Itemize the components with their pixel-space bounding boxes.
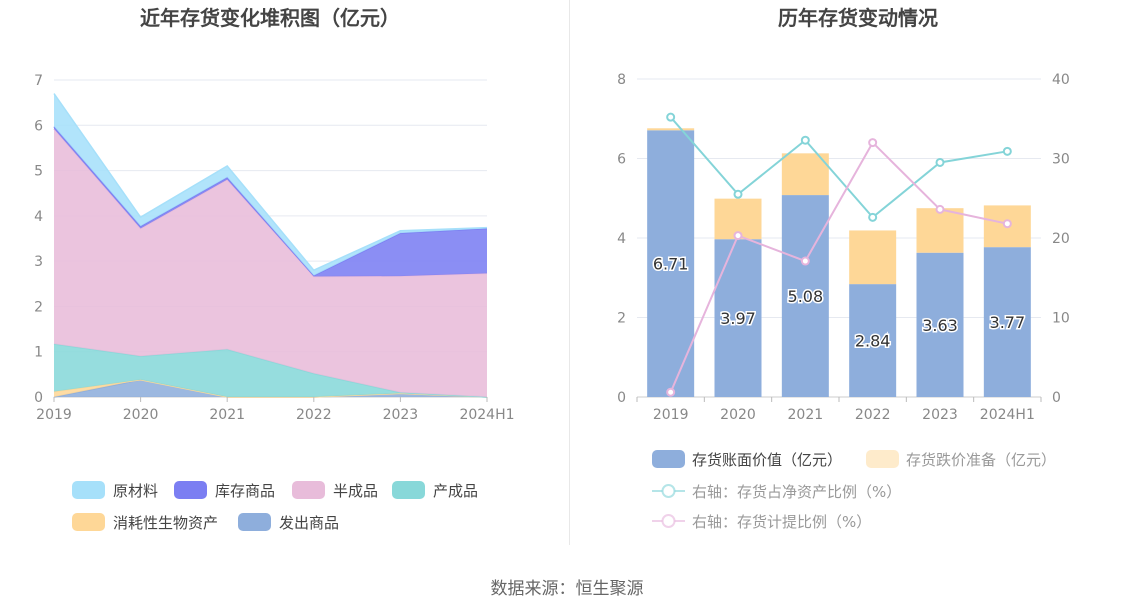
bar-line-chart: 历年存货变动情况 0 2 4 6 8 0 10 20 30 40 6.71 3.97 5.08 2.84…: [617, 6, 1070, 531]
bar-book-value: [714, 239, 762, 397]
x-tick-label: 2023: [922, 407, 958, 423]
line-provision-ratio-point: [868, 138, 878, 148]
line-ratio-net-assets-point: [733, 189, 743, 199]
bar-book-value: [983, 247, 1031, 397]
legend-swatch: [292, 481, 325, 499]
legend-label: 右轴：存货计提比例（%）: [692, 513, 871, 531]
x-tick-label: 2021: [788, 407, 824, 423]
x-tick-label: 2019: [36, 407, 72, 423]
area-产成品: [54, 344, 487, 397]
line-ratio-net-assets-point: [666, 112, 676, 122]
panel-divider: [569, 0, 570, 545]
right-y-tick-label: 10: [1052, 311, 1070, 327]
line-ratio-net-assets-point: [935, 157, 945, 167]
bar-data-label: 3.77: [990, 313, 1026, 332]
legend-label: 原材料: [113, 482, 158, 500]
bar-data-label: 3.97: [720, 309, 756, 328]
bar-data-label: 5.08: [788, 287, 824, 306]
legend-swatch: [652, 450, 685, 468]
x-tick-label: 2024H1: [459, 407, 514, 423]
right-y-tick-label: 40: [1052, 72, 1070, 88]
legend-label: 存货跌价准备（亿元）: [906, 451, 1056, 469]
area-库存商品: [54, 126, 487, 277]
area-edge-原材料: [53, 93, 488, 272]
bar-book-value: [781, 195, 829, 397]
left-y-tick-label: 0: [617, 390, 626, 406]
x-tick-label: 2023: [383, 407, 419, 423]
y-tick-label: 2: [34, 299, 43, 315]
y-tick-label: 7: [34, 73, 43, 89]
legend-label: 发出商品: [279, 514, 339, 532]
legend-label: 消耗性生物资产: [113, 514, 218, 532]
bar-impairment: [781, 153, 829, 196]
bar-data-label: 6.71: [653, 255, 689, 274]
bar-impairment: [849, 230, 897, 285]
right-chart-title: 历年存货变动情况: [778, 6, 938, 30]
line-provision-ratio-point: [733, 231, 743, 241]
y-tick-label: 4: [34, 209, 43, 225]
x-tick-label: 2024H1: [980, 407, 1035, 423]
legend-label: 库存商品: [215, 482, 275, 500]
y-tick-label: 5: [34, 164, 43, 180]
right-y-tick-label: 30: [1052, 152, 1070, 168]
y-tick-label: 3: [34, 254, 43, 270]
left-y-tick-label: 8: [617, 72, 626, 88]
line-provision-ratio-point: [935, 204, 945, 214]
legend-swatch: [72, 513, 105, 531]
legend-swatch: [238, 513, 271, 531]
y-tick-label: 1: [34, 345, 43, 361]
legend-label: 存货账面价值（亿元）: [692, 451, 842, 469]
legend-swatch: [392, 481, 425, 499]
x-tick-label: 2022: [855, 407, 891, 423]
x-tick-label: 2020: [123, 407, 159, 423]
bar-impairment: [916, 208, 964, 253]
legend-marker: [661, 484, 676, 498]
right-y-tick-label: 20: [1052, 231, 1070, 247]
right-y-tick-label: 0: [1052, 390, 1061, 406]
left-y-tick-label: 2: [617, 311, 626, 327]
line-ratio-net-assets-point: [800, 135, 810, 145]
left-y-tick-label: 4: [617, 231, 626, 247]
area-发出商品: [54, 379, 487, 397]
area-半成品: [54, 128, 487, 397]
legend-swatch: [72, 481, 105, 499]
legend-swatch: [174, 481, 207, 499]
legend-swatch: [866, 450, 899, 468]
x-tick-label: 2020: [720, 407, 756, 423]
line-ratio-net-assets-point: [868, 212, 878, 222]
bar-book-value: [849, 284, 897, 397]
legend-marker: [661, 514, 676, 528]
line-provision-ratio-point: [1002, 219, 1012, 229]
line-ratio-net-assets: [669, 116, 1008, 219]
x-tick-label: 2022: [296, 407, 332, 423]
x-tick-label: 2019: [653, 407, 689, 423]
bar-impairment: [647, 128, 695, 131]
line-ratio-net-assets-point: [1002, 146, 1012, 156]
data-source-note: 数据来源：恒生聚源: [490, 579, 644, 599]
legend-label: 右轴：存货占净资产比例（%）: [692, 483, 901, 501]
line-provision-ratio: [669, 140, 1008, 393]
legend-label: 半成品: [333, 482, 378, 500]
left-chart-title: 近年存货变化堆积图（亿元）: [140, 6, 400, 30]
stacked-area-chart: 近年存货变化堆积图（亿元） 0 1 2 3 4 5 6 7 2019 2020 2021 2022 2…: [34, 6, 514, 532]
bar-book-value: [647, 130, 695, 397]
bar-data-label: 3.63: [922, 316, 958, 335]
left-y-tick-label: 6: [617, 152, 626, 168]
x-tick-label: 2021: [209, 407, 245, 423]
line-provision-ratio-point: [800, 256, 810, 266]
y-tick-label: 0: [34, 390, 43, 406]
legend-label: 产成品: [433, 482, 478, 500]
line-provision-ratio-point: [666, 387, 676, 397]
bar-data-label: 2.84: [855, 332, 891, 351]
y-tick-label: 6: [34, 118, 43, 134]
bar-book-value: [916, 252, 964, 397]
